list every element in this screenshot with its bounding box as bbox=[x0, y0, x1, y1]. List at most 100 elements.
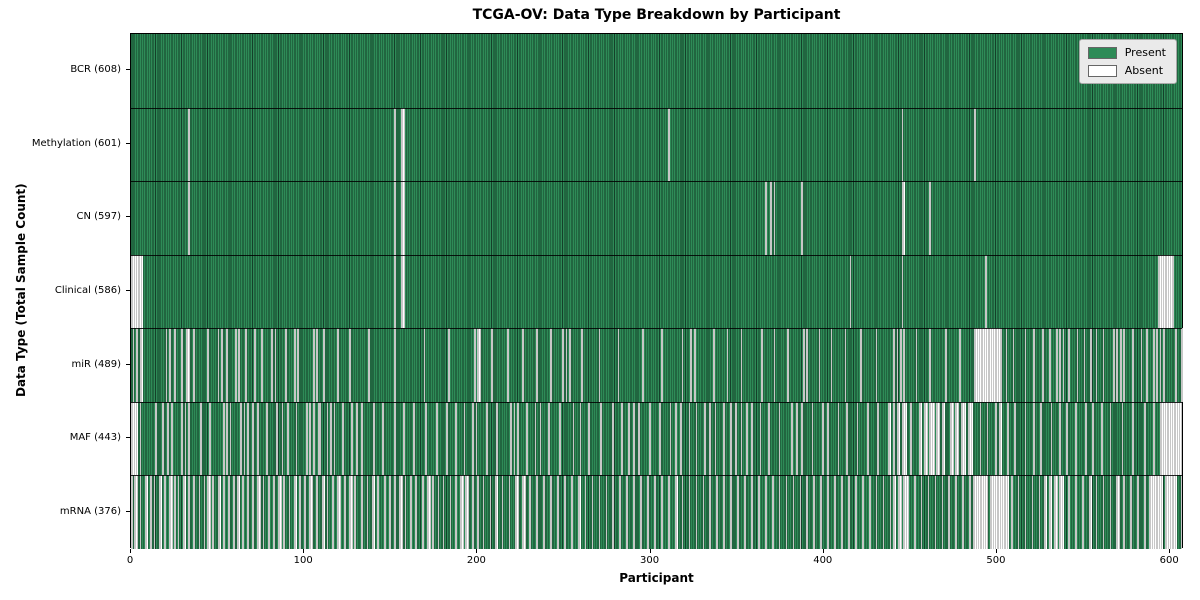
absent-segment bbox=[229, 401, 232, 476]
absent-segment bbox=[361, 475, 364, 549]
absent-segment bbox=[1038, 475, 1041, 549]
absent-segment bbox=[572, 401, 575, 476]
absent-segment bbox=[404, 475, 407, 549]
absent-segment bbox=[927, 475, 930, 549]
absent-segment bbox=[155, 401, 157, 476]
absent-segment bbox=[557, 475, 559, 549]
absent-segment bbox=[974, 328, 1003, 402]
absent-segment bbox=[827, 475, 829, 549]
absent-segment bbox=[368, 328, 370, 402]
absent-segment bbox=[389, 475, 391, 549]
absent-segment bbox=[584, 475, 587, 549]
absent-segment bbox=[415, 475, 417, 549]
x-tick-label: 0 bbox=[126, 555, 134, 566]
absent-segment bbox=[247, 401, 249, 476]
absent-segment bbox=[181, 328, 183, 402]
absent-segment bbox=[136, 328, 138, 402]
absent-segment bbox=[188, 475, 190, 549]
absent-segment bbox=[802, 328, 805, 402]
absent-segment bbox=[262, 475, 265, 549]
absent-segment bbox=[548, 401, 551, 476]
absent-segment bbox=[600, 401, 603, 476]
row-separator bbox=[131, 254, 1182, 256]
absent-segment bbox=[131, 475, 133, 549]
absent-segment bbox=[515, 475, 519, 549]
absent-segment bbox=[1109, 401, 1112, 476]
y-tick-label-Methylation: Methylation (601) bbox=[31, 137, 121, 149]
absent-segment bbox=[841, 475, 843, 549]
absent-segment bbox=[285, 328, 287, 402]
absent-segment bbox=[193, 475, 196, 549]
absent-segment bbox=[525, 401, 528, 476]
absent-segment bbox=[770, 181, 772, 255]
absent-segment bbox=[1109, 475, 1112, 549]
absent-segment bbox=[427, 475, 431, 549]
absent-segment bbox=[882, 475, 885, 549]
absent-segment bbox=[787, 328, 790, 402]
absent-segment bbox=[437, 475, 440, 549]
y-tick-label-Clinical: Clinical (586) bbox=[54, 285, 121, 296]
absent-segment bbox=[203, 475, 206, 549]
x-tick-label: 500 bbox=[986, 555, 1006, 566]
x-tick-mark bbox=[1169, 549, 1171, 553]
absent-segment bbox=[435, 401, 438, 476]
absent-segment bbox=[820, 475, 823, 549]
y-tick-mark bbox=[126, 437, 130, 439]
absent-segment bbox=[454, 401, 457, 476]
absent-segment bbox=[660, 328, 663, 402]
row-band-Clinical bbox=[131, 254, 1182, 329]
absent-segment bbox=[373, 401, 376, 476]
x-axis-label: Participant bbox=[619, 571, 694, 585]
absent-segment bbox=[170, 401, 173, 476]
absent-segment bbox=[1132, 401, 1134, 476]
absent-segment bbox=[1067, 328, 1070, 402]
absent-segment bbox=[169, 475, 173, 549]
present-swatch-icon bbox=[1087, 46, 1117, 59]
absent-segment bbox=[1144, 475, 1146, 549]
absent-segment bbox=[240, 401, 242, 476]
absent-segment bbox=[222, 401, 225, 476]
y-tick-mark bbox=[126, 510, 130, 512]
absent-segment bbox=[316, 328, 319, 402]
absent-segment bbox=[309, 475, 313, 549]
absent-segment bbox=[489, 475, 492, 549]
absent-segment bbox=[1144, 401, 1146, 476]
y-tick-label-miR: miR (489) bbox=[71, 358, 121, 370]
absent-segment bbox=[681, 475, 684, 549]
legend-label-present: Present bbox=[1124, 46, 1166, 59]
absent-segment bbox=[695, 401, 698, 476]
absent-segment bbox=[612, 475, 615, 549]
absent-segment bbox=[1040, 401, 1042, 476]
absent-segment bbox=[158, 475, 163, 549]
legend: Present Absent bbox=[1078, 39, 1177, 84]
absent-segment bbox=[326, 475, 329, 549]
absent-segment bbox=[257, 475, 261, 549]
absent-segment bbox=[182, 475, 187, 549]
absent-segment bbox=[633, 401, 635, 476]
absent-segment bbox=[929, 401, 935, 476]
absent-segment bbox=[785, 475, 788, 549]
absent-segment bbox=[222, 475, 225, 549]
absent-segment bbox=[167, 401, 170, 476]
absent-segment bbox=[252, 475, 254, 549]
absent-segment bbox=[1156, 328, 1158, 402]
absent-segment bbox=[979, 401, 982, 476]
absent-segment bbox=[929, 181, 932, 255]
absent-segment bbox=[293, 475, 298, 549]
absent-segment bbox=[283, 475, 286, 549]
y-tick-label-CN: CN (597) bbox=[76, 211, 121, 223]
absent-segment bbox=[955, 401, 959, 476]
absent-segment bbox=[297, 328, 299, 402]
absent-segment bbox=[401, 107, 405, 182]
absent-segment bbox=[139, 328, 144, 402]
absent-segment bbox=[598, 328, 601, 402]
absent-segment bbox=[1095, 475, 1098, 549]
absent-segment bbox=[401, 254, 405, 329]
absent-segment bbox=[899, 328, 902, 402]
absent-segment bbox=[312, 328, 315, 402]
absent-segment bbox=[737, 475, 739, 549]
absent-segment bbox=[1066, 401, 1068, 476]
absent-segment bbox=[1164, 475, 1178, 549]
absent-segment bbox=[818, 328, 821, 402]
absent-segment bbox=[423, 328, 426, 402]
